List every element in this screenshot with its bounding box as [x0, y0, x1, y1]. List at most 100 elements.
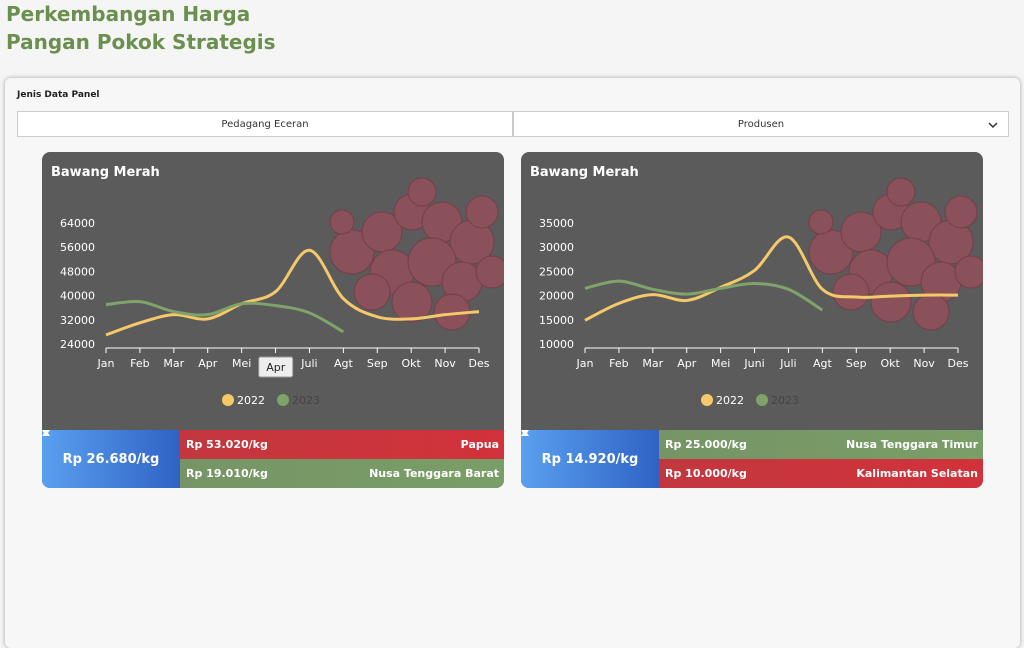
price-row: Rp 19.010/kg Nusa Tenggara Barat — [42, 430, 504, 488]
x-tick-label: Des — [469, 357, 490, 370]
x-tick-label: Mei — [232, 357, 251, 370]
y-tick-label: 30000 — [539, 241, 574, 254]
x-tick-label: Juni — [743, 357, 764, 370]
title-line: Perkembangan Harga — [6, 2, 251, 26]
onion — [329, 229, 375, 275]
x-tick-label: Agt — [334, 357, 354, 370]
x-tick-label: Jan — [97, 357, 115, 370]
legend-marker — [701, 394, 713, 406]
x-tick-label: Mar — [642, 357, 663, 370]
onion-image — [329, 177, 504, 331]
arrow-shape — [42, 430, 50, 436]
card: Bawang Merah 10000 15000 20000 25000 30000 350… — [521, 152, 983, 488]
tooltip-label: Apr — [266, 361, 286, 374]
y-tick-label: 15000 — [539, 314, 574, 327]
x-tick-label: Jan — [576, 357, 594, 370]
y-tick-label: 40000 — [60, 290, 95, 303]
x-tick-label: Juli — [300, 357, 317, 370]
onion — [912, 293, 950, 331]
arrow — [42, 430, 50, 436]
x-tick-label: Mei — [711, 357, 730, 370]
y-tick-label: 48000 — [60, 265, 95, 278]
x-tick-label: Nov — [913, 357, 935, 370]
tab[interactable]: Produsen — [513, 111, 1009, 137]
x-tick-label: Agt — [813, 357, 833, 370]
series-line — [584, 279, 824, 312]
card-title: Bawang Merah — [51, 165, 160, 180]
page-title: Perkembangan Harga Pangan Pokok Strategi… — [6, 0, 276, 56]
onion — [465, 195, 499, 229]
row-region: Nusa Tenggara Timur — [845, 438, 978, 451]
x-tick-label: Feb — [609, 357, 628, 370]
row-region: Kalimantan Selatan — [856, 467, 978, 480]
x-tick-label: Feb — [130, 357, 149, 370]
x-tick-label: Okt — [881, 357, 901, 370]
y-tick-label: 56000 — [60, 241, 95, 254]
row-left: Rp 53.020/kg — [42, 430, 268, 451]
row-price: Rp 19.010/kg — [186, 467, 268, 480]
series-line — [584, 235, 959, 322]
onion — [353, 273, 391, 311]
price-strip: Rp 14.920/kg Rp 25.000/kg Nusa Tenggara Ti… — [521, 430, 983, 488]
onion — [808, 229, 854, 275]
y-tick-label: 10000 — [539, 338, 574, 351]
price-rows: Rp 53.020/kg Papua Rp 19.010/kg Nusa Tengga… — [42, 430, 504, 488]
series-line — [105, 248, 480, 337]
y-tick-label: 32000 — [60, 314, 95, 327]
onion — [329, 209, 355, 235]
y-tick-label: 35000 — [539, 217, 574, 230]
chevron — [988, 122, 998, 129]
chart: Bawang Merah 24000 32000 40000 48000 56000 640… — [51, 165, 504, 407]
legend-label: 2023 — [771, 394, 799, 407]
row-left: Rp 19.010/kg — [42, 430, 268, 480]
average-price: Rp 26.680/kg — [42, 430, 180, 488]
x-tick-label: Des — [948, 357, 969, 370]
tab-label: Produsen — [737, 118, 785, 130]
y-tick-label: 20000 — [539, 290, 574, 303]
tab[interactable]: Pedagang Eceran — [17, 111, 513, 137]
onion — [870, 281, 912, 323]
card: Bawang Merah 24000 32000 40000 48000 56000 640… — [42, 152, 504, 488]
onion — [944, 195, 978, 229]
row-region: Nusa Tenggara Barat — [369, 467, 499, 480]
panel-label: Jenis Data Panel — [17, 90, 100, 100]
row-region: Papua — [460, 438, 499, 451]
y-tick-label: 64000 — [60, 217, 95, 230]
y-tick-label: 24000 — [60, 338, 95, 351]
price-row: Rp 10.000/kg Kalimantan Selatan — [521, 430, 983, 488]
x-tick-label: Nov — [434, 357, 456, 370]
legend-label: 2022 — [237, 394, 265, 407]
x-tick-label: Sep — [367, 357, 388, 370]
y-tick-label: 25000 — [539, 265, 574, 278]
legend-marker — [222, 394, 234, 406]
onion — [407, 177, 437, 207]
row-price: Rp 10.000/kg — [665, 467, 747, 480]
legend-label: 2023 — [292, 394, 320, 407]
arrow — [521, 430, 529, 436]
card-title: Bawang Merah — [530, 165, 639, 180]
row-left: Rp 10.000/kg — [521, 430, 747, 480]
onion — [954, 255, 983, 289]
row-left: Rp 25.000/kg — [521, 430, 747, 451]
legend-marker — [277, 394, 289, 406]
onion — [391, 281, 433, 323]
price-rows: Rp 25.000/kg Nusa Tenggara Timur Rp 10.000… — [521, 430, 983, 488]
onion — [475, 255, 504, 289]
x-tick-label: Okt — [402, 357, 422, 370]
page: Perkembangan Harga Pangan Pokok Strategi… — [6, 0, 1009, 488]
onion-image — [808, 177, 983, 331]
row-price: Rp 25.000/kg — [665, 438, 747, 451]
arrow-shape — [521, 430, 529, 436]
tooltip — [258, 356, 294, 378]
series-line — [105, 299, 345, 334]
chart: Bawang Merah 10000 15000 20000 25000 30000 350… — [530, 165, 983, 407]
price-row: Rp 25.000/kg Nusa Tenggara Timur — [521, 430, 983, 459]
row-price: Rp 53.020/kg — [186, 438, 268, 451]
onion — [886, 177, 916, 207]
x-tick-label: Apr — [677, 357, 697, 370]
title-line: Pangan Pokok Strategis — [6, 30, 276, 54]
legend-marker — [756, 394, 768, 406]
price-row: Rp 53.020/kg Papua — [42, 430, 504, 459]
x-tick-label: Apr — [198, 357, 218, 370]
x-tick-label: Sep — [846, 357, 867, 370]
